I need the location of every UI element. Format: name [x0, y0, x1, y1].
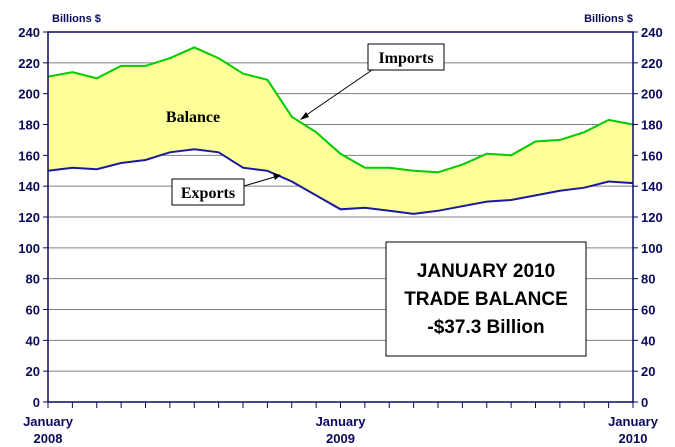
balance-area [48, 47, 633, 214]
exports-legend-label: Exports [181, 185, 235, 202]
callout-line-3: -$37.3 Billion [427, 317, 544, 338]
trade-balance-callout-box [385, 241, 587, 357]
y-tick-label-left: 80 [26, 272, 40, 287]
y-axis-right-tick-labels: 0 20 40 60 80 100 120 140 160 180 200 220 240 [641, 25, 663, 410]
y-tick-label-left: 60 [26, 303, 40, 318]
y-tick-label-right: 80 [641, 272, 655, 287]
x-tick-label-month: January [316, 414, 367, 429]
exports-label-box [171, 178, 245, 206]
y-tick-label-left: 20 [26, 364, 40, 379]
y-tick-label-left: 200 [18, 87, 40, 102]
y-tick-label-right: 0 [641, 395, 648, 410]
y-tick-label-left: 180 [18, 118, 40, 133]
y-tick-label-right: 60 [641, 303, 655, 318]
y-axis-right-unit: Billions $ [584, 13, 633, 25]
x-tick-label-year: 2009 [326, 431, 355, 446]
imports-legend-label: Imports [378, 50, 433, 67]
axis-ticks [43, 31, 638, 408]
y-tick-label-left: 140 [18, 179, 40, 194]
balance-label: Balance [166, 109, 220, 126]
imports-pointer-arrowhead [300, 112, 309, 120]
y-tick-label-right: 140 [641, 179, 663, 194]
imports-series-line [47, 46, 634, 174]
x-tick-label-year: 2010 [619, 431, 648, 446]
y-axis-left-unit: Billions $ [52, 13, 101, 25]
y-tick-label-left: 220 [18, 56, 40, 71]
imports-pointer [301, 69, 373, 119]
y-tick-label-right: 20 [641, 364, 655, 379]
exports-series-line [47, 148, 634, 215]
y-tick-label-right: 200 [641, 87, 663, 102]
callout-line-2: TRADE BALANCE [404, 289, 568, 310]
callout-line-1: JANUARY 2010 [417, 261, 555, 282]
y-tick-label-right: 40 [641, 333, 655, 348]
x-axis-tick-labels: January 2008 January 2009 January 2010 [23, 414, 659, 446]
y-tick-label-left: 0 [33, 395, 40, 410]
y-tick-label-left: 100 [18, 241, 40, 256]
y-axis-left-tick-labels: 0 20 40 60 80 100 120 140 160 180 200 220 240 [18, 25, 40, 410]
y-tick-label-right: 240 [641, 25, 663, 40]
y-tick-label-right: 100 [641, 241, 663, 256]
x-tick-label-year: 2008 [34, 431, 63, 446]
y-tick-label-left: 40 [26, 333, 40, 348]
exports-pointer [243, 175, 279, 187]
exports-pointer-arrowhead [273, 173, 281, 180]
x-tick-label-month: January [23, 414, 74, 429]
y-tick-label-left: 120 [18, 210, 40, 225]
y-tick-label-left: 160 [18, 148, 40, 163]
imports-label-box [367, 43, 445, 71]
y-tick-label-right: 220 [641, 56, 663, 71]
x-tick-label-month: January [608, 414, 659, 429]
gridlines [48, 62, 633, 372]
y-tick-label-right: 180 [641, 118, 663, 133]
y-tick-label-right: 160 [641, 148, 663, 163]
y-tick-label-left: 240 [18, 25, 40, 40]
y-tick-label-right: 120 [641, 210, 663, 225]
